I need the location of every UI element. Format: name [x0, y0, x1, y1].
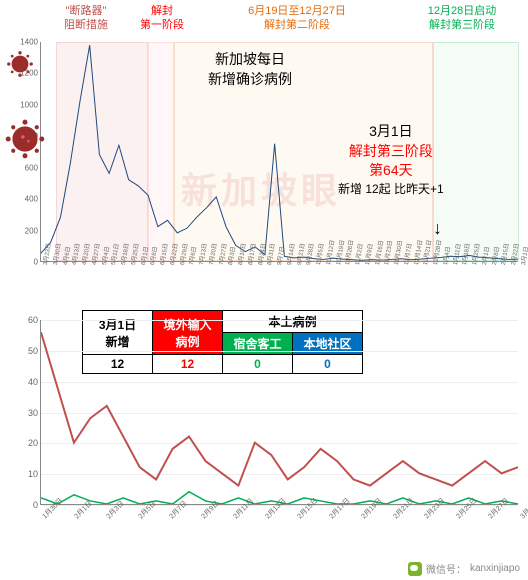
- y-tick: 40: [28, 377, 41, 387]
- footer: 微信号： kanxinjiapo: [408, 561, 520, 576]
- y-tick: 0: [33, 500, 41, 510]
- anno-day: 第64天: [338, 161, 444, 181]
- annotation-box: 3月1日 解封第三阶段 第64天 新增 12起 比昨天+1: [338, 122, 444, 198]
- footer-prefix: 微信号：: [426, 561, 466, 576]
- y-tick: 200: [25, 226, 41, 235]
- wechat-icon: [408, 562, 422, 576]
- y-tick: 20: [28, 438, 41, 448]
- y-tick: 50: [28, 346, 41, 356]
- y-tick: 1000: [20, 100, 41, 109]
- anno-date: 3月1日: [338, 122, 444, 142]
- bottom-chart-area: 0102030405060: [40, 320, 518, 505]
- y-tick: 1400: [20, 38, 41, 47]
- phase-label: "断路器" 阻断措施: [46, 4, 126, 33]
- bottom-line-svg: [41, 320, 518, 504]
- y-tick: 600: [25, 163, 41, 172]
- y-tick: 30: [28, 408, 41, 418]
- daily-cases-chart: "断路器" 阻断措施解封 第一阶段 6月19日至12月27日 解封第二阶段 12月2…: [0, 0, 528, 305]
- recent-trend-chart: 0102030405060: [0, 320, 528, 530]
- title-line1: 新加坡每日: [208, 50, 292, 70]
- y-tick: 10: [28, 469, 41, 479]
- phase-label: 6月19日至12月27日 解封第二阶段: [222, 4, 372, 33]
- anno-cases: 新增 12起 比昨天+1: [338, 181, 444, 198]
- y-tick: 400: [25, 195, 41, 204]
- phase-label: 解封 第一阶段: [132, 4, 192, 33]
- virus-icon: [4, 118, 46, 160]
- footer-account: kanxinjiapo: [470, 563, 520, 574]
- anno-phase: 解封第三阶段: [338, 142, 444, 162]
- y-tick: 60: [28, 315, 41, 325]
- arrow-icon: ↓: [433, 218, 442, 239]
- top-x-axis: 3月23日3月30日4月6日4月13日4月20日4月27日5月4日5月11日5月…: [40, 262, 518, 302]
- virus-icon: [6, 50, 34, 78]
- chart-title: 新加坡每日 新增确诊病例: [208, 50, 292, 89]
- title-line2: 新增确诊病例: [208, 70, 292, 90]
- phase-label: 12月28日启动 解封第三阶段: [412, 4, 512, 33]
